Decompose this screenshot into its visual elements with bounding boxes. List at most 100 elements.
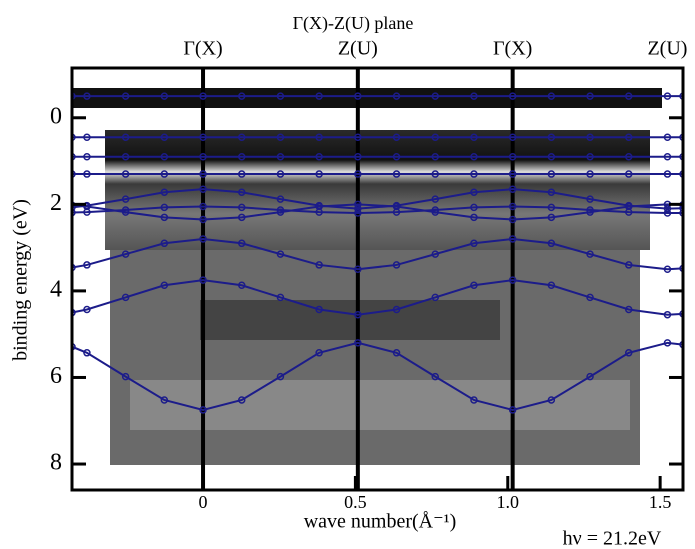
band-point: [547, 170, 556, 178]
band-line: [72, 279, 683, 316]
band-point: [315, 202, 323, 211]
band-point: [431, 250, 439, 258]
band-point: [72, 170, 76, 178]
band-point: [160, 396, 169, 404]
band-point: [586, 195, 594, 203]
band-point: [586, 208, 594, 216]
band-point: [199, 133, 207, 142]
band-point: [83, 170, 91, 178]
band-point: [586, 250, 594, 258]
band-point: [354, 92, 362, 100]
band-point: [625, 152, 633, 161]
band-point: [121, 170, 130, 178]
band-point: [508, 185, 517, 193]
band-point: [315, 349, 323, 357]
band-point: [83, 261, 91, 269]
band-point: [470, 170, 478, 178]
symmetry-label: Z(U): [338, 38, 378, 60]
band-point: [72, 133, 76, 142]
x-tick-label: 1.0: [497, 492, 520, 512]
plot-frame: [70, 66, 685, 492]
band-point: [508, 406, 517, 414]
x-tick-label: 0: [199, 492, 208, 512]
band-point: [392, 170, 401, 178]
band-point: [83, 133, 91, 142]
band-point: [276, 92, 285, 100]
band-point: [121, 152, 130, 161]
band-point: [199, 406, 207, 414]
band-point: [354, 209, 362, 217]
band-point: [679, 133, 683, 142]
band-point: [392, 92, 401, 100]
band-point: [121, 133, 130, 142]
band-point: [663, 339, 672, 347]
band-point: [83, 202, 91, 211]
band-point: [160, 213, 169, 222]
band-point: [679, 152, 683, 161]
band-point: [470, 92, 478, 100]
band-point: [508, 235, 517, 243]
band-point: [625, 261, 633, 269]
band-point: [547, 281, 556, 290]
band-point: [663, 204, 672, 213]
band-point: [679, 92, 683, 100]
band-point: [547, 188, 556, 196]
band-point: [663, 152, 672, 161]
band-point: [470, 133, 478, 142]
band-point: [431, 208, 439, 216]
band-point: [354, 133, 362, 142]
band-point: [199, 202, 207, 211]
band-point: [508, 215, 517, 224]
band-point: [508, 276, 517, 284]
band-point: [431, 92, 439, 100]
band-point: [547, 213, 556, 222]
band-point: [392, 305, 401, 314]
band-point: [199, 152, 207, 161]
band-point: [663, 265, 672, 274]
band-point: [508, 152, 517, 161]
band-point: [237, 152, 246, 161]
x-tick-label: 1.5: [649, 492, 672, 512]
band-point: [586, 293, 594, 302]
band-point: [625, 92, 633, 100]
band-point: [508, 202, 517, 211]
band-point: [83, 305, 91, 314]
band-point: [237, 281, 246, 290]
band-point: [276, 170, 285, 178]
band-point: [586, 133, 594, 142]
plot-area: [72, 68, 683, 490]
band-point: [199, 235, 207, 243]
band-point: [470, 396, 478, 404]
band-point: [276, 133, 285, 142]
band-point: [625, 202, 633, 211]
band-point: [160, 203, 169, 212]
band-point: [237, 92, 246, 100]
band-point: [663, 209, 672, 217]
band-point: [508, 133, 517, 142]
x-tick-label: 0.5: [344, 492, 367, 512]
band-point: [470, 203, 478, 212]
band-point: [625, 170, 633, 178]
y-tick-label: 2: [50, 190, 62, 216]
band-line: [72, 237, 683, 271]
band-point: [625, 349, 633, 357]
band-point: [237, 239, 246, 248]
band-point: [199, 215, 207, 224]
band-point: [547, 203, 556, 212]
band-point: [354, 339, 362, 347]
band-point: [470, 188, 478, 196]
band-point: [276, 195, 285, 203]
band-point: [431, 372, 439, 381]
band-point: [547, 396, 556, 404]
band-point: [586, 152, 594, 161]
band-point: [121, 92, 130, 100]
arpes-background: [72, 88, 662, 465]
band-point: [508, 170, 517, 178]
y-tick-label: 8: [50, 450, 62, 476]
annotation: hν = 21.2eV: [563, 528, 662, 549]
band-point: [354, 200, 362, 209]
band-point: [72, 92, 76, 100]
band-point: [72, 152, 76, 161]
band-point: [160, 188, 169, 196]
band-point: [160, 170, 169, 178]
